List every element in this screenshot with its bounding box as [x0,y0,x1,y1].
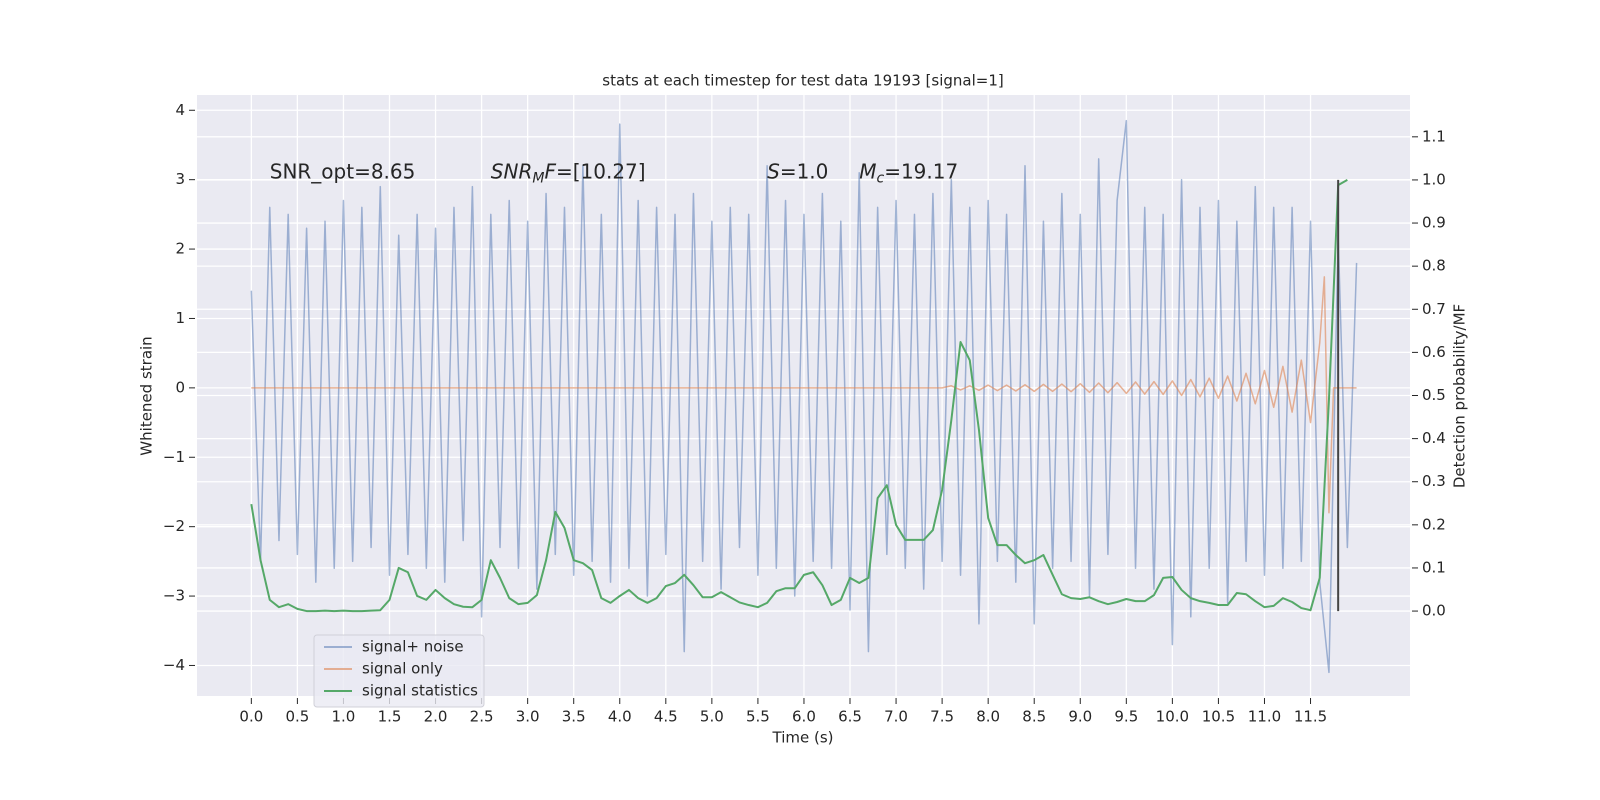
x-tick-label: 9.0 [1068,708,1092,726]
x-tick-label: 2.0 [424,708,448,726]
x-tick-label: 5.5 [746,708,770,726]
y-tick-label: 1 [175,309,185,327]
legend-label: signal only [362,660,443,678]
x-tick-label: 6.0 [792,708,816,726]
y2-tick-label: 1.1 [1422,127,1446,145]
y2-tick-label: 0.7 [1422,300,1446,318]
x-tick-label: 2.5 [470,708,494,726]
chart-title: stats at each timestep for test data 191… [602,72,1003,90]
x-tick-label: 5.0 [700,708,724,726]
x-tick-label: 8.0 [976,708,1000,726]
y-tick-label: −1 [163,448,185,466]
annotation: S=1.0 [767,159,828,183]
y2-tick-label: 0.9 [1422,214,1446,232]
x-axis-label: Time (s) [772,729,834,747]
annotation: SNR_opt=8.65 [270,159,416,183]
x-tick-label: 9.5 [1114,708,1138,726]
y2-tick-label: 0.0 [1422,602,1446,620]
axes: 0.0 0.5 1.0 1.5 2.0 2.5 3.0 3.5 4.0 4.5 5.0 5.5 6.0 6… [163,101,1446,726]
legend-box [313,634,485,708]
y-axis-label: Whitened strain [138,336,156,455]
annotation-part: =1.0 [780,159,829,183]
y-tick-label: 2 [175,240,185,258]
y-tick-label: −2 [163,517,185,535]
y2-tick-label: 0.2 [1422,515,1446,533]
y-tick-label: 3 [175,170,185,188]
series-line [250,119,1358,674]
annotation-part: M [532,171,544,187]
series-line [250,179,1348,613]
annotation-part: M [859,159,876,183]
x-tick-label: 1.0 [332,708,356,726]
y-tick-label: 4 [175,101,185,119]
x-tick-label: 11.0 [1248,708,1281,726]
x-tick-label: 4.5 [654,708,678,726]
x-tick-label: 0.0 [239,708,263,726]
legend: signal+ noise signal only signal statistic… [313,634,485,708]
legend-label: signal statistics [362,682,478,700]
annotation: SNRMF=[10.27] [491,159,646,187]
x-tick-label: 10.0 [1156,708,1189,726]
x-tick-label: 7.5 [930,708,954,726]
y2-tick-label: 0.6 [1422,343,1446,361]
y2-axis-label: Detection probability/MF [1451,304,1469,488]
annotation-part: =[10.27] [556,159,646,183]
series-line [251,276,1357,514]
annotation-part: F [544,159,556,183]
x-tick-label: 4.0 [608,708,632,726]
x-tick-label: 1.5 [378,708,402,726]
annotation-part: c [876,171,884,187]
annotation-part: =19.17 [884,159,958,183]
x-tick-label: 3.0 [516,708,540,726]
x-tick-label: 7.0 [884,708,908,726]
marks [250,119,1358,674]
y2-tick-label: 0.4 [1422,429,1446,447]
annotation: Mc=19.17 [859,159,958,187]
y-tick-label: −4 [163,656,185,674]
legend-label: signal+ noise [362,638,464,656]
y2-tick-label: 0.5 [1422,386,1446,404]
y2-tick-label: 0.8 [1422,257,1446,275]
x-tick-label: 6.5 [838,708,862,726]
x-tick-label: 10.5 [1202,708,1235,726]
y2-tick-label: 0.3 [1422,472,1446,490]
y2-tick-label: 1.0 [1422,170,1446,188]
x-tick-label: 8.5 [1022,708,1046,726]
y2-tick-label: 0.1 [1422,558,1446,576]
y-tick-label: 0 [175,378,185,396]
y-tick-label: −3 [163,587,185,605]
annotation-part: S [767,159,780,183]
x-tick-label: 11.5 [1294,708,1327,726]
annotation-part: SNR [491,159,533,183]
annotation-part: SNR_opt=8.65 [270,159,416,183]
x-tick-label: 3.5 [562,708,586,726]
x-tick-label: 0.5 [285,708,309,726]
